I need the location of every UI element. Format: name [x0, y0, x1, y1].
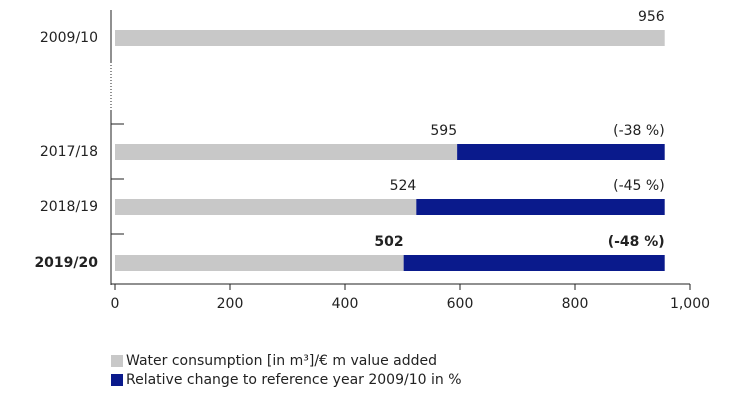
legend-label: Relative change to reference year 2009/1…: [126, 372, 462, 388]
change-label: (-48 %): [608, 234, 665, 250]
value-label: 524: [390, 178, 417, 194]
y-tick-label: 2018/19: [40, 199, 98, 215]
legend-label: Water consumption [in m³]/€ m value adde…: [126, 353, 437, 369]
bar-segment: [457, 144, 665, 160]
x-tick-label: 400: [332, 296, 359, 312]
bar-segment: [403, 255, 665, 271]
y-tick-label: 2009/10: [40, 30, 98, 46]
x-tick-label: 800: [562, 296, 589, 312]
value-label: 956: [638, 9, 665, 25]
x-tick-label: 600: [447, 296, 474, 312]
value-label: 595: [430, 123, 457, 139]
bar-segment: [416, 199, 665, 215]
legend-swatch: [111, 374, 123, 386]
change-label: (-45 %): [613, 178, 665, 194]
y-tick-label: 2019/20: [34, 255, 98, 271]
change-label: (-38 %): [613, 123, 665, 139]
x-tick-label: 200: [217, 296, 244, 312]
x-tick-label: 1,000: [670, 296, 710, 312]
bar-segment: [115, 255, 404, 271]
value-label: 502: [374, 234, 403, 250]
y-tick-label: 2017/18: [40, 144, 98, 160]
legend-swatch: [111, 355, 123, 367]
x-tick-label: 0: [111, 296, 120, 312]
bar-segment: [115, 30, 665, 46]
bar-segment: [115, 144, 458, 160]
bar-segment: [115, 199, 417, 215]
